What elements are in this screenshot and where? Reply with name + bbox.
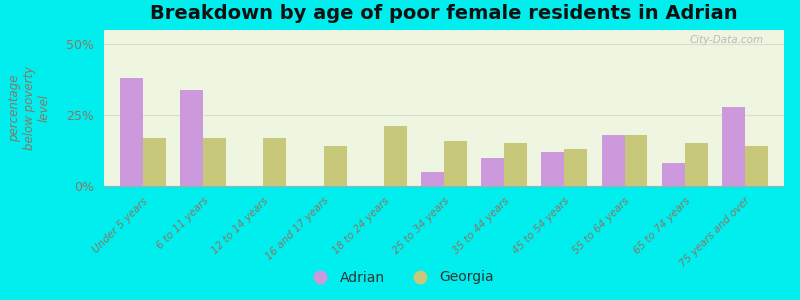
Bar (143, 138, 166, 186)
Text: City-Data.com: City-Data.com (690, 35, 763, 45)
Bar (625, 135, 647, 186)
Text: percentage
below poverty
level: percentage below poverty level (8, 66, 51, 150)
Bar (564, 149, 587, 186)
Bar (685, 143, 707, 186)
Bar (120, 78, 143, 186)
Bar (181, 90, 203, 186)
Title: Breakdown by age of poor female residents in Adrian: Breakdown by age of poor female resident… (150, 4, 738, 23)
Legend: Adrian, Georgia: Adrian, Georgia (301, 265, 499, 290)
Bar (263, 138, 286, 186)
Bar (203, 138, 226, 186)
Bar (384, 126, 406, 186)
Bar (722, 106, 745, 186)
Bar (745, 146, 768, 186)
Bar (324, 146, 346, 186)
Bar (662, 163, 685, 186)
Bar (482, 158, 504, 186)
Bar (542, 152, 564, 186)
Bar (504, 143, 527, 186)
Bar (421, 172, 444, 186)
Bar (602, 135, 625, 186)
Bar (444, 141, 467, 186)
